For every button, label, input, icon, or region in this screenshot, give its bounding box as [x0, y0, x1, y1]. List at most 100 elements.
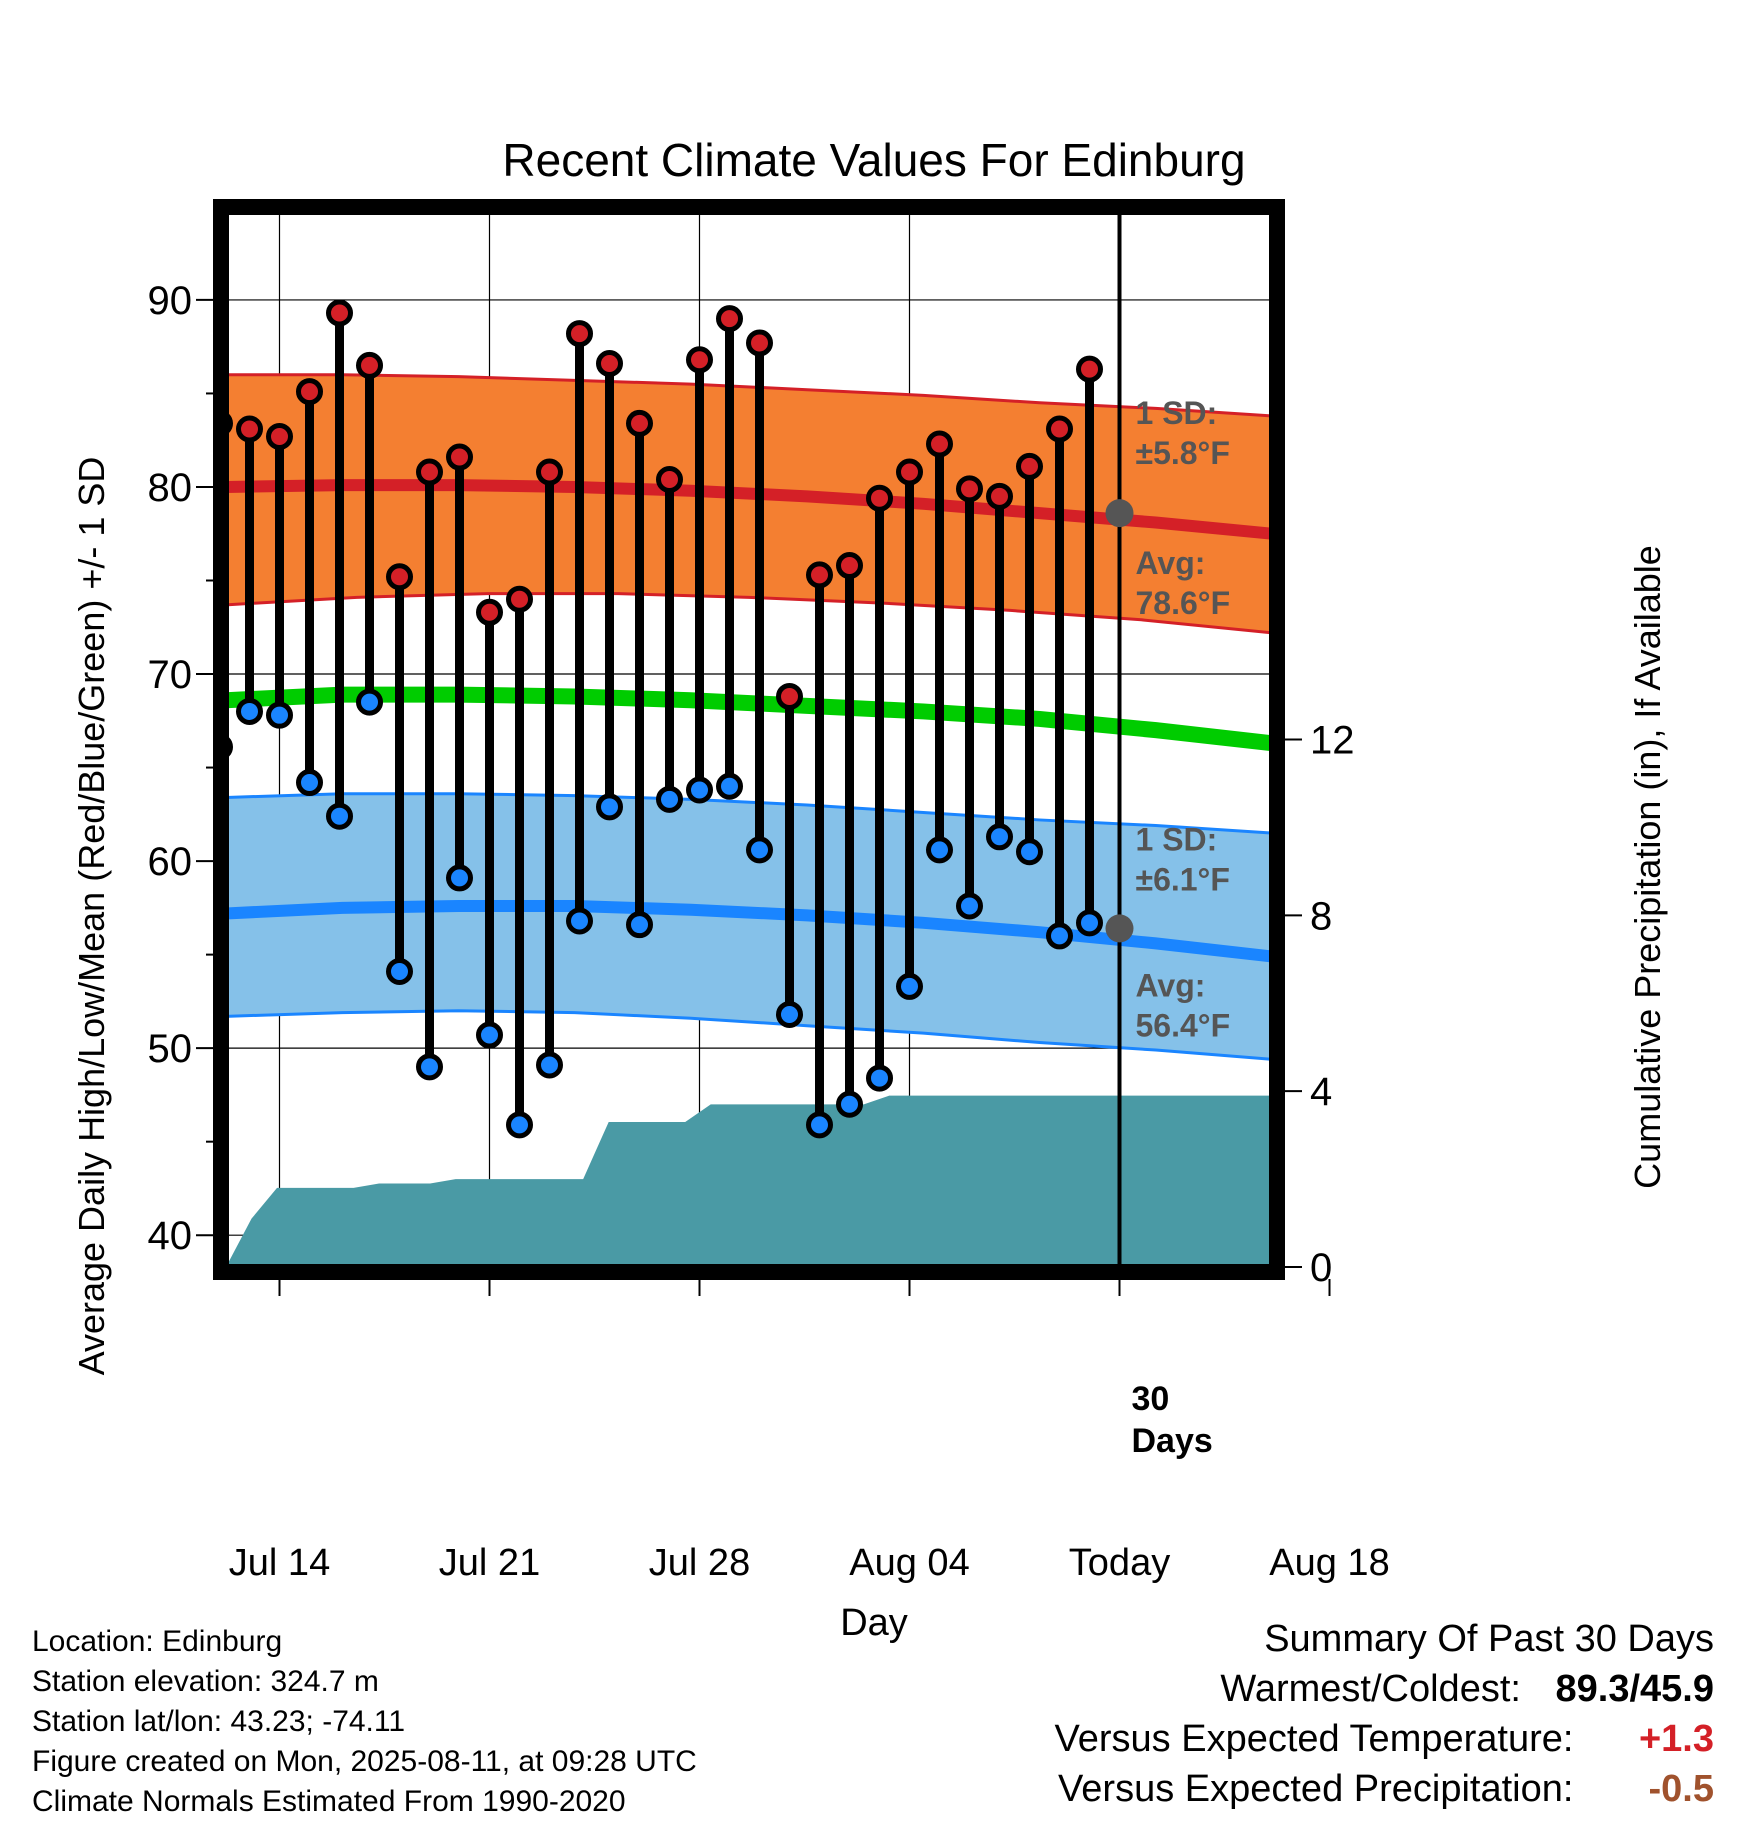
x-tick-label: Aug 04: [849, 1542, 969, 1584]
daily-high-marker: [1016, 452, 1043, 480]
daily-high-marker: [806, 561, 833, 589]
daily-high-marker: [1046, 415, 1073, 443]
y2-tick-label: 0: [1310, 1246, 1332, 1290]
daily-low-marker: [956, 892, 983, 920]
normal-high-avg-line: [226, 479, 1272, 540]
daily-high-marker: [506, 585, 533, 613]
daily-low-marker: [266, 701, 293, 729]
daily-low-marker: [326, 802, 353, 830]
daily-low-marker: [566, 907, 593, 935]
warmest-coldest-label: Warmest/Coldest:: [1220, 1668, 1521, 1710]
daily-low-marker: [506, 1111, 533, 1139]
temp-deviation-value: +1.3: [1638, 1718, 1714, 1760]
daily-low-marker: [806, 1111, 833, 1139]
period-label: Days: [1132, 1422, 1213, 1460]
y2-tick-label: 8: [1310, 894, 1332, 938]
summary-title: Summary Of Past 30 Days: [1264, 1618, 1714, 1660]
daily-high-marker: [536, 458, 563, 486]
daily-low-marker: [686, 776, 713, 804]
today-low-avg-dot: [1105, 914, 1134, 943]
y-tick-label: 40: [148, 1214, 193, 1258]
daily-low-marker: [896, 972, 923, 1000]
daily-high-marker: [686, 346, 713, 374]
daily-high-marker: [476, 598, 503, 626]
y-tick-label: 50: [148, 1027, 193, 1071]
daily-low-marker: [536, 1051, 563, 1079]
daily-high-marker: [866, 484, 893, 512]
daily-high-marker: [986, 482, 1013, 510]
daily-low-marker: [926, 836, 953, 864]
daily-low-marker: [296, 769, 323, 797]
daily-high-marker: [416, 458, 443, 486]
daily-low-marker: [476, 1021, 503, 1049]
daily-high-marker: [446, 443, 473, 471]
period-label: 30: [1132, 1380, 1170, 1418]
y-tick-label: 60: [148, 840, 193, 884]
high-sd-annotation: ±5.8°F: [1136, 435, 1230, 471]
location-text: Location: Edinburg: [32, 1625, 283, 1658]
daily-high-marker: [746, 329, 773, 357]
daily-low-marker: [746, 836, 773, 864]
precip-deviation-label: Versus Expected Precipitation:: [1058, 1768, 1574, 1810]
daily-low-marker: [596, 793, 623, 821]
daily-low-marker: [236, 697, 263, 725]
daily-high-marker: [626, 409, 653, 437]
y-axis-label: Average Daily High/Low/Mean (Red/Blue/Gr…: [71, 457, 112, 1376]
normal-high-sd-upper-line: [226, 373, 1272, 418]
daily-high-marker: [956, 475, 983, 503]
daily-low-marker: [656, 785, 683, 813]
low-avg-annotation: Avg:: [1136, 968, 1206, 1004]
x-tick-label: Today: [1069, 1542, 1170, 1584]
high-sd-annotation: 1 SD:: [1136, 395, 1218, 431]
chart-title: Recent Climate Values For Edinburg: [502, 134, 1245, 186]
high-avg-annotation: Avg:: [1136, 545, 1206, 581]
daily-low-marker: [356, 688, 383, 716]
y2-axis-label: Cumulative Precipitation (in), If Availa…: [1627, 545, 1668, 1189]
y-tick-label: 80: [148, 466, 193, 510]
summary-panel: Summary Of Past 30 Days Warmest/Coldest:…: [1055, 1614, 1714, 1814]
y-tick-label: 90: [148, 279, 193, 323]
plot-area: 1 SD: ±5.8°F Avg: 78.6°F 1 SD: ±6.1°F Avg: 56.4…: [148, 199, 1390, 1584]
daily-high-marker: [716, 305, 743, 333]
plot-frame: [213, 199, 1285, 1280]
x-tick-label: Jul 28: [649, 1542, 750, 1584]
daily-high-marker: [386, 563, 413, 591]
daily-low-marker: [1046, 922, 1073, 950]
created-text: Figure created on Mon, 2025-08-11, at 09…: [32, 1745, 697, 1778]
temp-deviation-label: Versus Expected Temperature:: [1054, 1718, 1574, 1760]
daily-low-marker: [626, 911, 653, 939]
x-tick-label: Aug 18: [1269, 1542, 1389, 1584]
precip-deviation-value: -0.5: [1648, 1768, 1714, 1810]
daily-low-marker: [416, 1053, 443, 1081]
daily-high-marker: [326, 299, 353, 327]
high-avg-annotation: 78.6°F: [1136, 585, 1231, 621]
latlon-text: Station lat/lon: 43.23; -74.11: [32, 1705, 406, 1738]
daily-low-marker: [776, 1000, 803, 1028]
precipitation-area: [226, 1095, 1272, 1267]
daily-low-marker: [716, 772, 743, 800]
today-high-avg-dot: [1105, 499, 1134, 528]
y-tick-label: 70: [148, 653, 193, 697]
x-axis-label: Day: [840, 1602, 908, 1644]
daily-low-marker: [836, 1090, 863, 1118]
precip-deviation-row: Versus Expected Precipitation: -0.5: [1055, 1764, 1714, 1814]
daily-high-marker: [356, 351, 383, 379]
daily-low-marker: [866, 1064, 893, 1092]
daily-high-marker: [656, 465, 683, 493]
daily-low-marker: [386, 957, 413, 985]
y2-tick-label: 4: [1310, 1070, 1332, 1114]
daily-high-marker: [926, 430, 953, 458]
daily-high-marker: [266, 422, 293, 450]
x-tick-label: Jul 14: [229, 1542, 330, 1584]
temp-deviation-row: Versus Expected Temperature: +1.3: [1055, 1714, 1714, 1764]
daily-low-marker: [986, 823, 1013, 851]
daily-high-marker: [236, 415, 263, 443]
daily-low-marker: [446, 864, 473, 892]
daily-low-marker: [1016, 838, 1043, 866]
low-sd-annotation: 1 SD:: [1136, 822, 1218, 858]
x-tick-label: Jul 21: [439, 1542, 540, 1584]
plot-content: [226, 212, 1272, 1267]
warmest-coldest-row: Warmest/Coldest: 89.3/45.9: [1055, 1664, 1714, 1714]
daily-high-marker: [296, 378, 323, 406]
low-sd-annotation: ±6.1°F: [1136, 862, 1230, 898]
